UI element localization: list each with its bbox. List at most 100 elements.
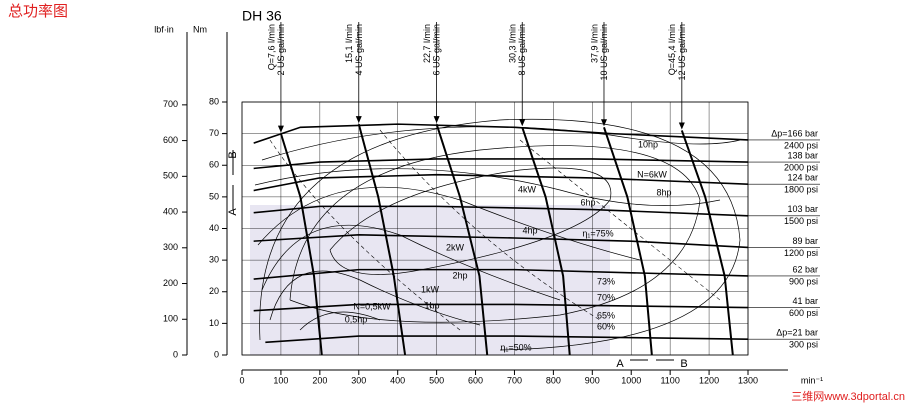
pressure-line — [253, 268, 749, 280]
annotation: 2kW — [446, 242, 465, 252]
flow-sublabel: 10 US gal/min — [599, 24, 609, 81]
y-tick-label: 70 — [209, 128, 219, 138]
chart-title: DH 36 — [242, 8, 282, 24]
flow-line — [435, 123, 489, 356]
annotation: 8hp — [656, 187, 671, 197]
pressure-label: 124 bar — [787, 173, 818, 183]
direction-label: A — [227, 208, 239, 216]
psi-label: 1200 psi — [784, 248, 818, 258]
arrow-head — [355, 116, 362, 124]
flow-label: 15,1 l/min — [344, 24, 354, 63]
annotation: N=6kW — [637, 169, 667, 179]
annotation: η₁=75% — [582, 228, 613, 238]
flow-line — [357, 123, 407, 356]
pressure-line — [253, 123, 749, 144]
flow-sublabel: 6 US gal/min — [432, 24, 442, 76]
y-tick-label: 80 — [209, 96, 219, 106]
power-curve — [254, 168, 721, 206]
arrow-head — [678, 122, 685, 130]
y2-tick-label: 400 — [163, 206, 178, 216]
annotation: η₁=50% — [500, 342, 531, 352]
pressure-line — [253, 234, 749, 249]
pressure-line — [253, 303, 749, 312]
psi-label: 300 psi — [789, 340, 818, 350]
x-tick-label: 900 — [585, 375, 600, 385]
x-tick-label: 1200 — [699, 375, 719, 385]
y-tick-label: 30 — [209, 255, 219, 265]
x-tick-label: 1000 — [621, 375, 641, 385]
annotation: 2hp — [452, 270, 467, 280]
flow-line — [603, 126, 653, 356]
annotation: 73% — [597, 276, 615, 286]
psi-label: 2000 psi — [784, 162, 818, 172]
flow-label: 37,9 l/min — [589, 24, 599, 63]
flow-sublabel: 4 US gal/min — [354, 24, 364, 76]
y-tick-label: 10 — [209, 318, 219, 328]
x-tick-label: 400 — [390, 375, 405, 385]
dashed-curve — [269, 139, 461, 331]
x-tick-label: 600 — [468, 375, 483, 385]
annotation: 4kW — [518, 184, 537, 194]
caption: 总功率图 — [8, 3, 68, 20]
y2-tick-label: 600 — [163, 135, 178, 145]
y2-tick-label: 200 — [163, 278, 178, 288]
y-tick-label: 20 — [209, 286, 219, 296]
annotation: 10hp — [638, 139, 658, 149]
flow-sublabel: 8 US gal/min — [517, 24, 527, 76]
flow-line — [680, 130, 734, 356]
x-tick-label: 200 — [312, 375, 327, 385]
annotation: 65% — [597, 310, 615, 320]
flow-sublabel: 12 US gal/min — [677, 24, 687, 81]
y2-axis-title: lbf·in — [154, 24, 174, 34]
y-tick-label: 40 — [209, 223, 219, 233]
arrow-head — [519, 119, 526, 127]
dashed-curve — [379, 129, 601, 321]
x-tick-label: 700 — [507, 375, 522, 385]
flow-label: 30,3 l/min — [508, 24, 518, 63]
x-tick-label: 0 — [239, 375, 244, 385]
arrow-head — [600, 119, 607, 127]
y-tick-label: 0 — [214, 349, 219, 359]
psi-label: 1500 psi — [784, 216, 818, 226]
pressure-line — [253, 158, 749, 170]
flow-label: 22,7 l/min — [422, 24, 432, 63]
flow-label: Q=45,4 l/min — [667, 24, 677, 75]
psi-label: 600 psi — [789, 308, 818, 318]
pressure-line — [253, 205, 749, 217]
power-curve — [299, 311, 381, 331]
x-axis-title: min⁻¹ — [801, 375, 823, 385]
pressure-label: 103 bar — [787, 204, 818, 214]
annotation: 1kW — [421, 284, 440, 294]
annotation: 60% — [597, 321, 615, 331]
x-tick-label: 1100 — [660, 375, 679, 385]
x-tick-label: 500 — [429, 375, 444, 385]
watermark: 三维网www.3dportal.cn — [791, 390, 905, 403]
pressure-label: 89 bar — [792, 236, 818, 246]
x-tick-label: 300 — [351, 375, 366, 385]
y2-tick-label: 0 — [173, 349, 178, 359]
psi-label: 900 psi — [789, 276, 818, 286]
efficiency-curve — [329, 167, 612, 275]
flow-line — [279, 133, 323, 356]
annotation: 70% — [597, 292, 615, 302]
pressure-label: Δp=21 bar — [776, 328, 818, 338]
power-curve — [269, 270, 481, 326]
pressure-label: 41 bar — [792, 296, 818, 306]
arrow-head — [277, 125, 284, 133]
flow-label: Q=7,6 l/min — [266, 24, 276, 70]
annotation: 6hp — [580, 197, 595, 207]
annotation: 4hp — [522, 225, 537, 235]
direction-label: A — [616, 358, 624, 370]
pressure-label: Δp=166 bar — [771, 128, 818, 138]
y-axis-title: Nm — [193, 24, 207, 34]
direction-label: B — [680, 358, 687, 370]
y-tick-label: 60 — [209, 160, 219, 170]
x-tick-label: 100 — [273, 375, 288, 385]
pressure-label: 62 bar — [792, 264, 818, 274]
annotation: 1hp — [424, 300, 439, 310]
shaded-region — [250, 205, 610, 355]
x-tick-label: 1300 — [738, 375, 758, 385]
annotation: N=0,5kW — [353, 301, 391, 311]
power-curve — [261, 126, 741, 161]
